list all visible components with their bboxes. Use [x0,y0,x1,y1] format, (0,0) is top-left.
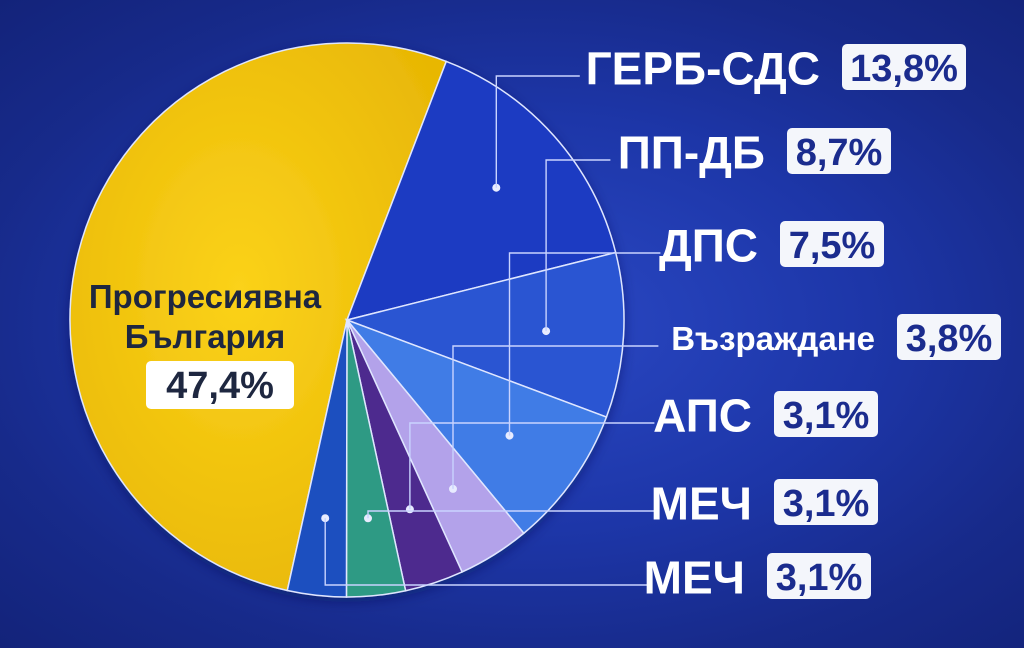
pie-slice-2 [344,251,625,418]
pct-value-5: 3,1% [783,395,870,437]
party-label-7: МЕЧ [644,552,745,604]
pct-box-7 [767,553,871,599]
pct-box-3 [780,221,884,267]
main-slice-label-line2: България [125,318,286,355]
pct-box-5 [774,391,878,437]
pct-value-7: 3,1% [776,557,863,599]
party-label-2: ПП-ДБ [618,127,765,179]
slice-labels: ГЕРБ-СДС 13,8% ПП-ДБ 8,7% ДПС 7,5% Възраждане 3… [89,43,1001,604]
pct-box-2 [787,128,891,174]
leader-line-5 [409,422,655,510]
party-label-1: ГЕРБ-СДС [586,43,820,95]
pct-box-4 [897,314,1001,360]
pct-box-6 [774,479,878,525]
pct-value-1: 13,8% [850,48,958,90]
pct-value-6: 3,1% [783,483,870,525]
leader-line-6 [367,510,655,519]
party-label-5: АПС [653,390,752,442]
pct-value-2: 8,7% [796,132,883,174]
pct-value-4: 3,8% [906,318,993,360]
leader-lines [321,75,661,586]
party-label-4: Възраждане [671,320,875,357]
pct-box-1 [842,44,966,90]
leader-line-3 [508,252,661,436]
pct-value-3: 7,5% [789,225,876,267]
leader-line-1 [495,75,580,188]
party-label-3: ДПС [659,220,758,272]
pie-slices [69,42,625,598]
leader-line-7 [324,518,648,586]
party-label-6: МЕЧ [651,478,752,530]
main-pct-box [146,361,294,409]
pie-slice-1 [345,60,617,322]
leader-line-4 [452,345,659,489]
leader-line-2 [545,159,611,332]
main-slice-label-line1: Прогресиявна [89,278,322,315]
main-pct-value: 47,4% [166,365,274,407]
pie-slice-0 [69,42,448,592]
pie-slice-7 [286,319,348,598]
